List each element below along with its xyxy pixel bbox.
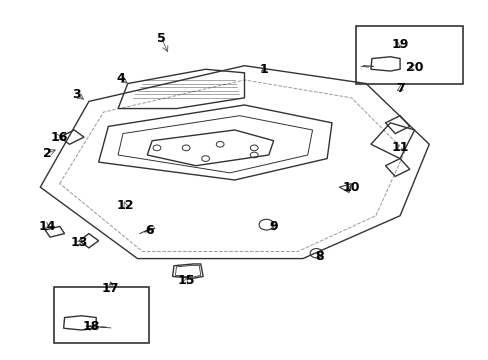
Text: 3: 3 <box>72 88 81 101</box>
Text: 6: 6 <box>145 224 154 237</box>
Text: 16: 16 <box>51 131 68 144</box>
Text: 20: 20 <box>405 61 423 74</box>
Text: 1: 1 <box>259 63 268 76</box>
Text: 2: 2 <box>43 147 52 160</box>
Text: 9: 9 <box>269 220 277 233</box>
Text: 7: 7 <box>395 82 404 95</box>
Text: 8: 8 <box>315 250 324 263</box>
Text: 17: 17 <box>102 283 119 296</box>
Text: 10: 10 <box>342 181 360 194</box>
Text: 12: 12 <box>116 198 134 212</box>
Text: 11: 11 <box>390 141 408 154</box>
Text: 4: 4 <box>116 72 124 85</box>
Text: 5: 5 <box>157 32 166 45</box>
Text: 18: 18 <box>82 320 100 333</box>
Text: 15: 15 <box>177 274 195 287</box>
Text: 14: 14 <box>39 220 56 233</box>
Text: 19: 19 <box>390 38 408 51</box>
Text: 13: 13 <box>70 236 88 249</box>
